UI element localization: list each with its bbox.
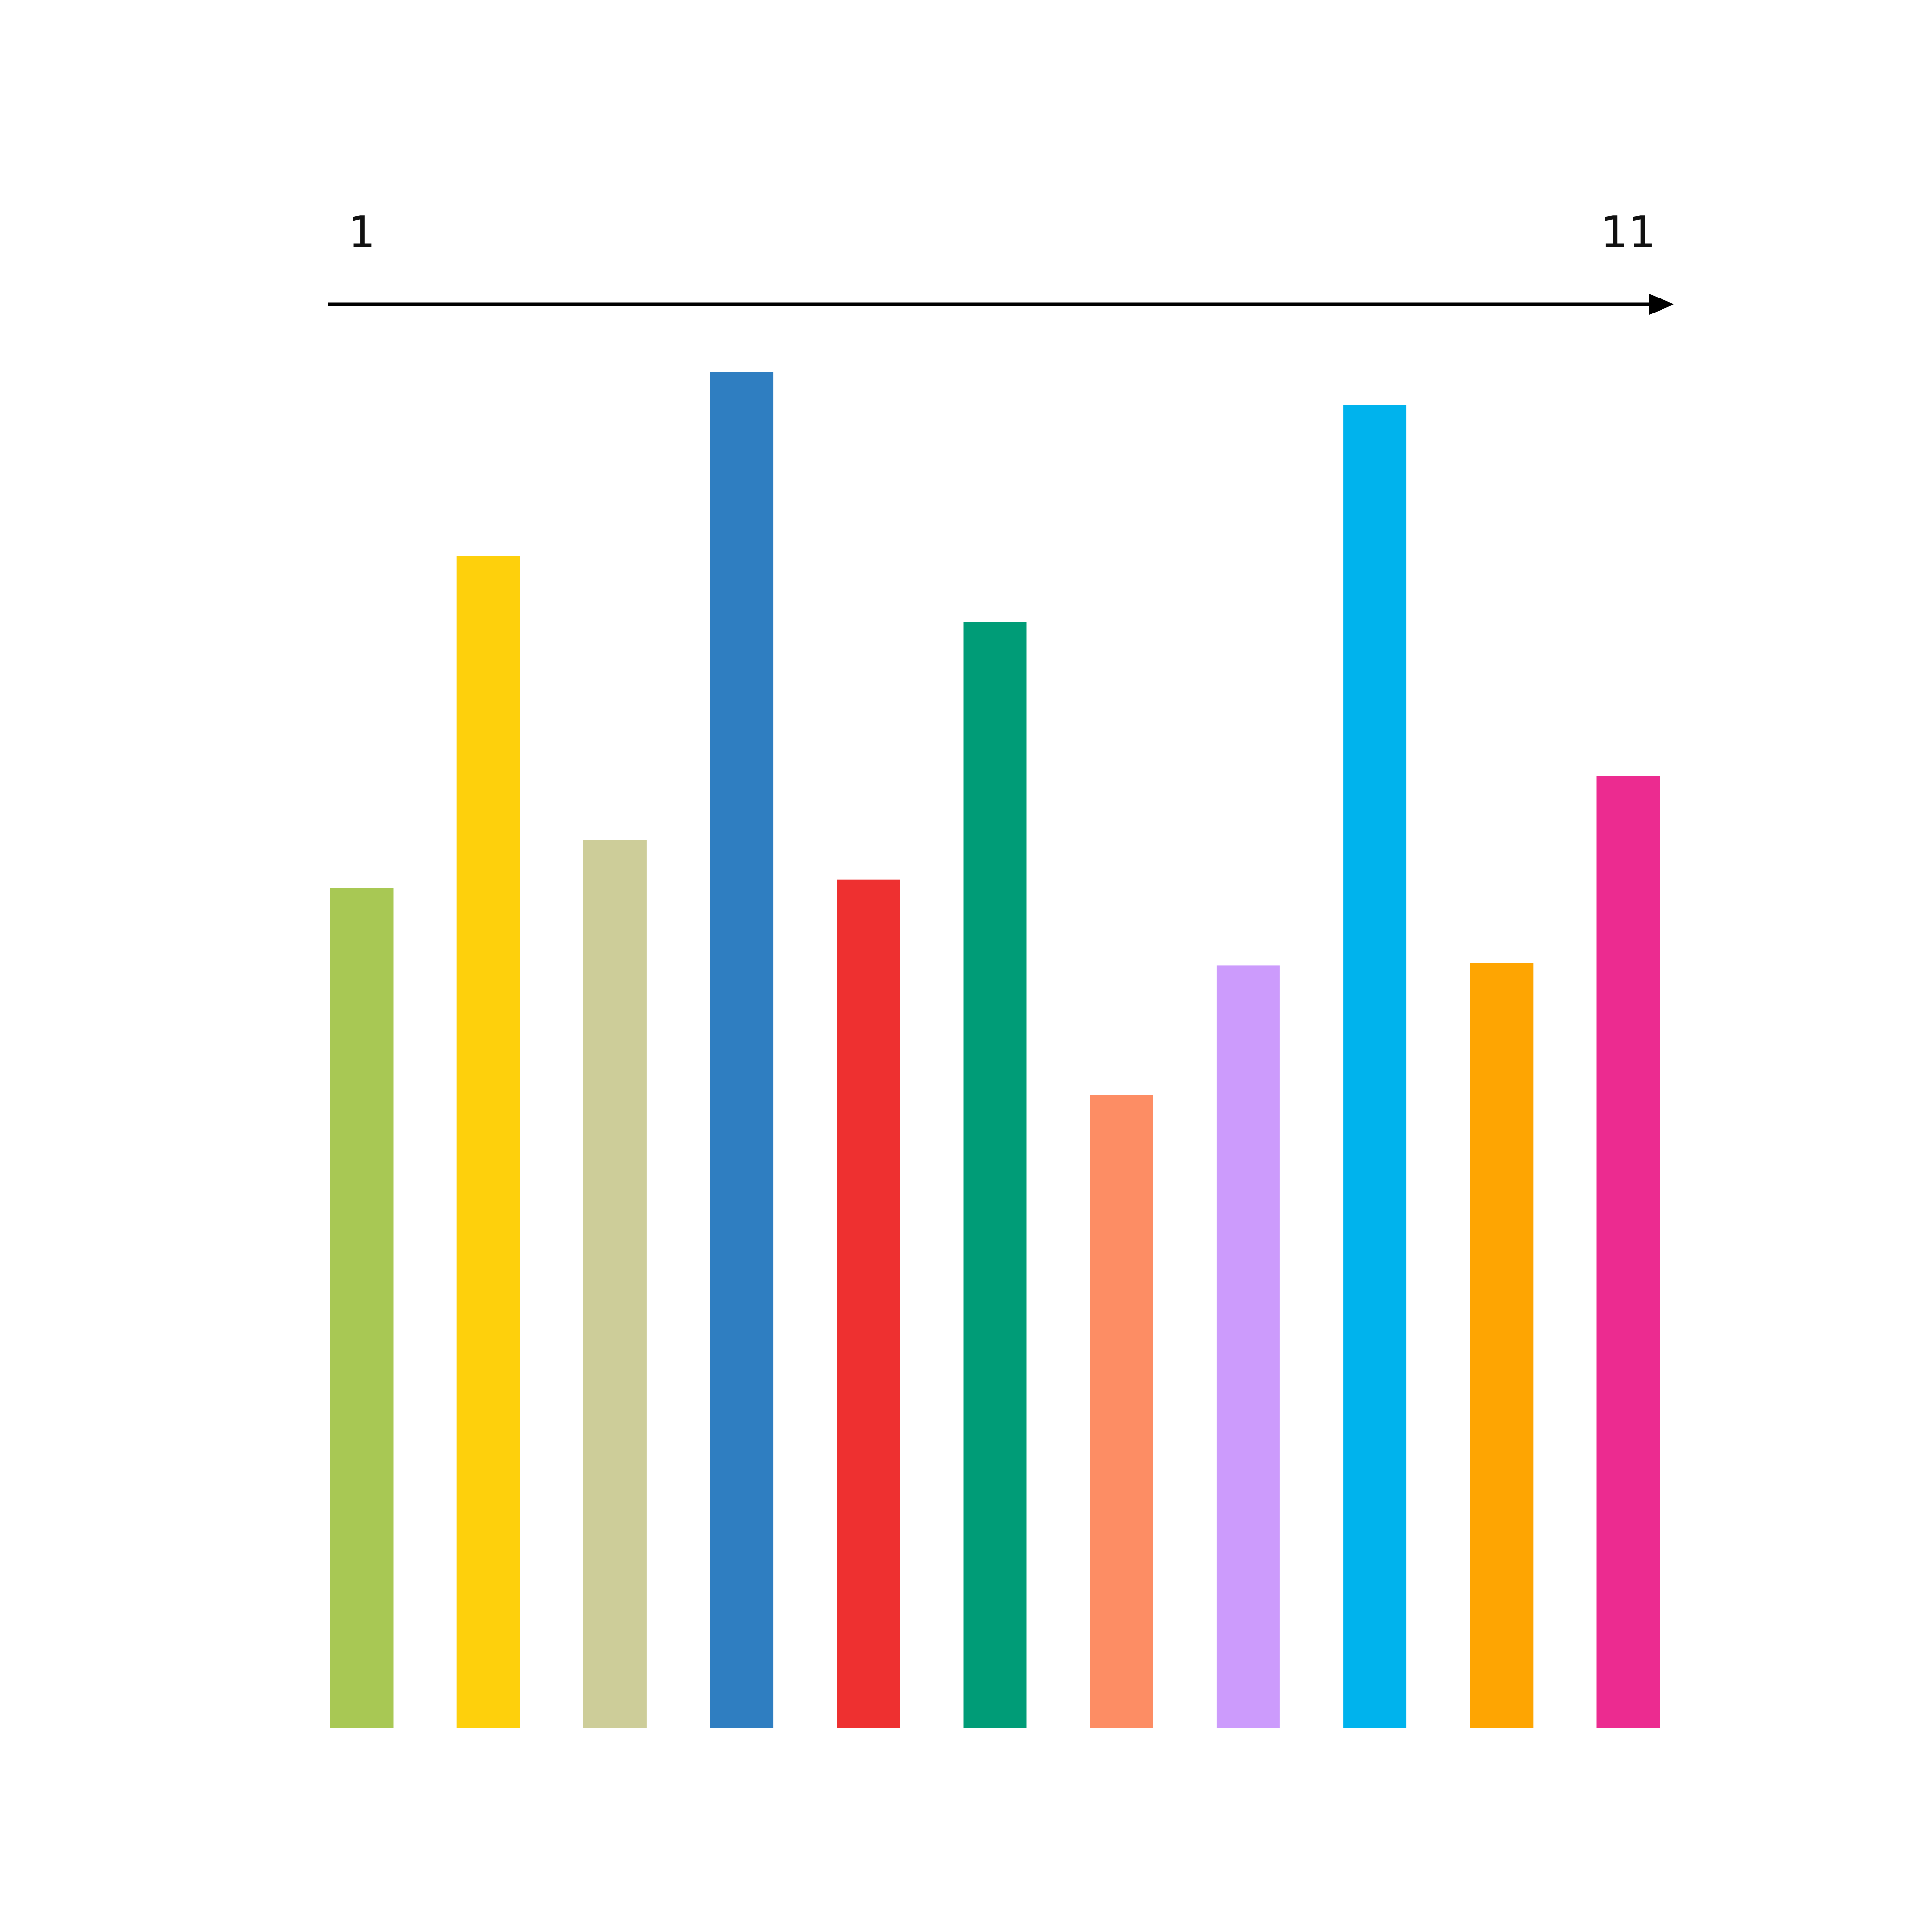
bar-7 bbox=[1090, 1095, 1153, 1728]
bar-11 bbox=[1596, 776, 1660, 1728]
bar-2 bbox=[456, 556, 520, 1728]
bar-8 bbox=[1216, 965, 1280, 1728]
bar-4 bbox=[710, 372, 774, 1728]
bar-3 bbox=[583, 840, 647, 1728]
bar-5 bbox=[837, 879, 900, 1728]
bar-9 bbox=[1343, 405, 1407, 1728]
bar-1 bbox=[330, 888, 394, 1728]
axis-start-label: 1 bbox=[348, 207, 375, 258]
bars-group bbox=[330, 372, 1660, 1728]
x-axis-arrowhead bbox=[1649, 294, 1674, 315]
axis-end-label: 11 bbox=[1601, 207, 1656, 258]
bar-10 bbox=[1470, 963, 1534, 1728]
bar-6 bbox=[963, 622, 1027, 1728]
